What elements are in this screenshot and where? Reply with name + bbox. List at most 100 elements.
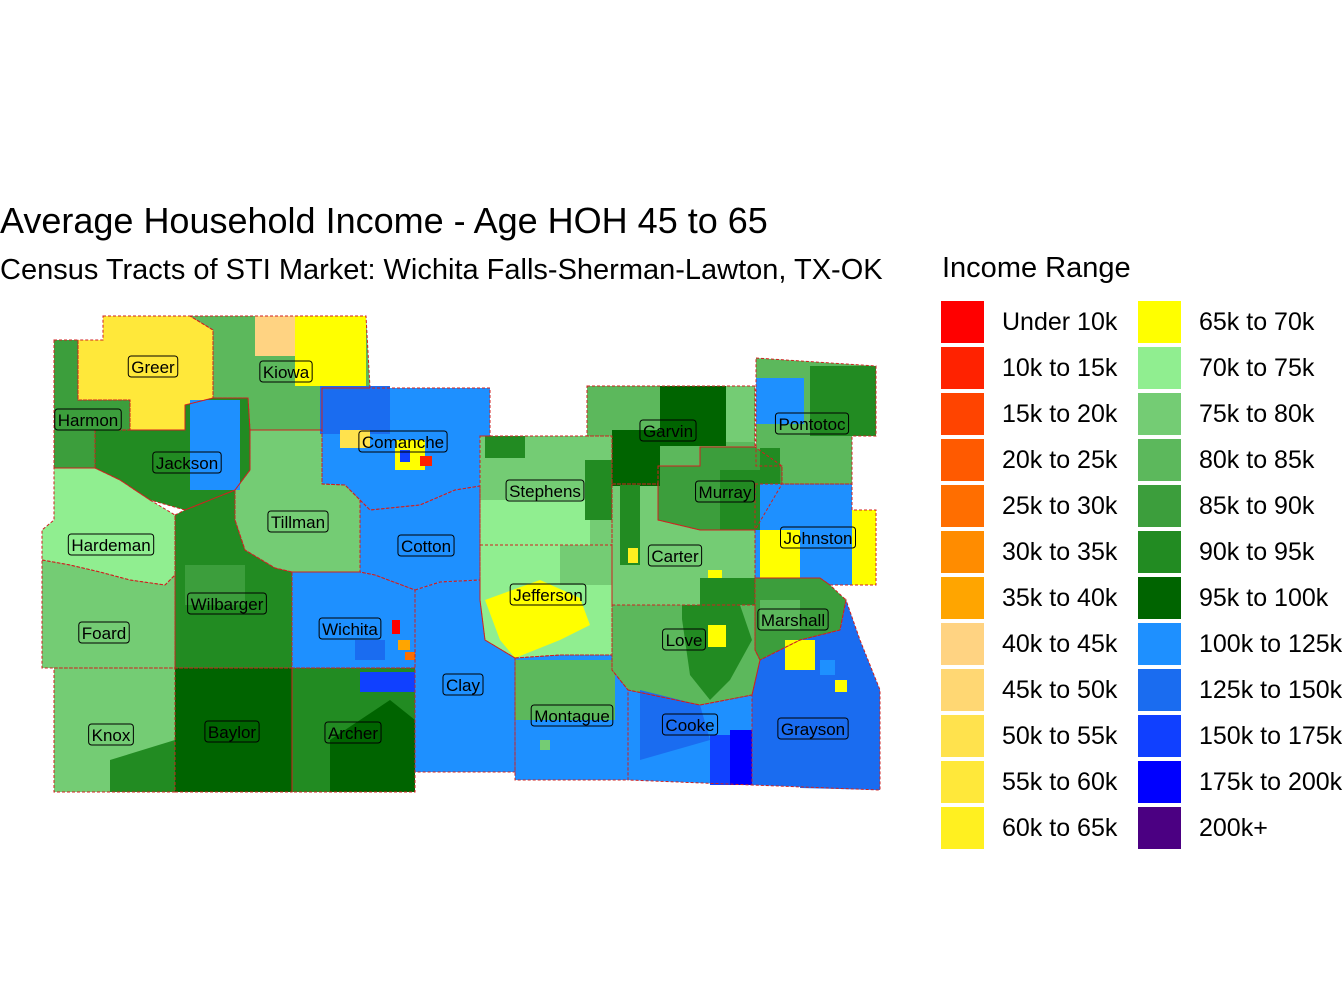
county-marshall [755,578,846,660]
tract-patch [800,690,880,790]
legend-label: 125k to 150k [1199,676,1343,704]
county-label-garvin: Garvin [639,419,697,442]
county-label-box [267,510,329,533]
legend-swatch [1138,439,1181,481]
county-label-hardeman: Hardeman [67,533,155,556]
legend-swatch [941,531,984,573]
legend-swatch [941,761,984,803]
tract-patch [585,460,612,520]
county-label-jackson: Jackson [152,451,222,474]
legend-label: 65k to 70k [1199,308,1315,336]
tract-patch [785,640,815,670]
tract-patch [628,548,638,563]
map-title: Average Household Income - Age HOH 45 to… [0,200,768,241]
legend-label: 200k+ [1199,814,1268,842]
county-cotton [360,486,480,590]
county-border [754,483,877,586]
legend-swatch [1138,347,1181,389]
county-label-box [662,628,706,651]
tract-patch [760,600,800,630]
county-label-pontotoc: Pontotoc [774,412,850,435]
county-border [188,315,371,431]
legend-label: 85k to 90k [1199,492,1315,520]
county-hardeman [42,468,175,585]
county-label-text: Baylor [208,723,257,742]
legend-swatch [941,347,984,389]
county-label-box [204,720,260,743]
tract-patch [852,510,876,585]
legend-swatch [941,669,984,711]
legend-label: 80k to 85k [1199,446,1315,474]
tract-patch [612,605,682,665]
tract-patch [835,680,847,692]
county-label-murray: Murray [695,480,755,503]
tract-patch [190,400,240,490]
tract-patch [340,430,370,448]
county-label-harmon: Harmon [54,408,122,431]
county-label-archer: Archer [324,721,382,744]
county-label-montague: Montague [530,704,614,727]
county-label-text: Marshall [761,611,825,630]
legend-swatch [941,807,984,849]
tract-patch [295,316,366,386]
county-border [751,598,881,791]
county-label-text: Montague [534,707,610,726]
legend-label: 70k to 75k [1199,354,1315,382]
county-label-box [509,583,587,606]
county-label-text: Grayson [781,720,845,739]
county-label-text: Garvin [643,422,693,441]
legend-label: 20k to 25k [1002,446,1118,474]
county-border [657,446,783,531]
tract-patch [756,378,804,424]
county-border [359,485,481,591]
county-border [514,654,629,781]
county-label-carter: Carter [647,544,703,567]
legend-label: 50k to 55k [1002,722,1118,750]
legend-label: 55k to 60k [1002,768,1118,796]
county-label-text: Harmon [58,411,118,430]
tract-patch [730,730,752,785]
legend-title: Income Range [942,252,1131,284]
county-borders [41,315,881,793]
legend-label: 60k to 65k [1002,814,1118,842]
legend-label: 10k to 15k [1002,354,1118,382]
county-label-box [127,355,179,378]
county-shapes [42,316,880,792]
tract-patch [400,450,410,462]
county-label-text: Clay [446,676,481,695]
county-label-text: Love [666,631,703,650]
county-label-box [695,480,755,503]
county-label-tillman: Tillman [267,510,329,533]
tract-patch [700,578,755,605]
county-label-cooke: Cooke [661,713,719,736]
county-label-text: Jackson [156,454,218,473]
legend-label: 35k to 40k [1002,584,1118,612]
county-label-text: Jefferson [513,586,583,605]
county-label-comanche: Comanche [358,430,448,453]
legend-swatch [1138,623,1181,665]
county-border [41,559,176,669]
county-border [77,315,214,431]
tract-patch [300,600,360,668]
legend-label: 25k to 30k [1002,492,1118,520]
county-label-clay: Clay [442,673,484,696]
county-label-box [661,713,719,736]
tract-patch [660,386,726,446]
county-label-wilbarger: Wilbarger [187,592,267,615]
county-label-box [780,526,856,549]
legend-label: 15k to 20k [1002,400,1118,428]
legend-swatch [1138,761,1181,803]
county-label-text: Johnston [784,529,853,548]
legend-label: 175k to 200k [1199,768,1343,796]
county-label-box [530,704,614,727]
county-harmon [54,340,130,468]
county-border [291,667,416,793]
county-label-box [54,408,122,431]
county-foard [42,560,175,668]
legend-swatch [941,715,984,757]
legend-label: 150k to 175k [1199,722,1343,750]
county-label-box [78,621,130,644]
county-greer [78,316,213,430]
tract-patch [560,545,612,585]
legend-label: 95k to 100k [1199,584,1329,612]
